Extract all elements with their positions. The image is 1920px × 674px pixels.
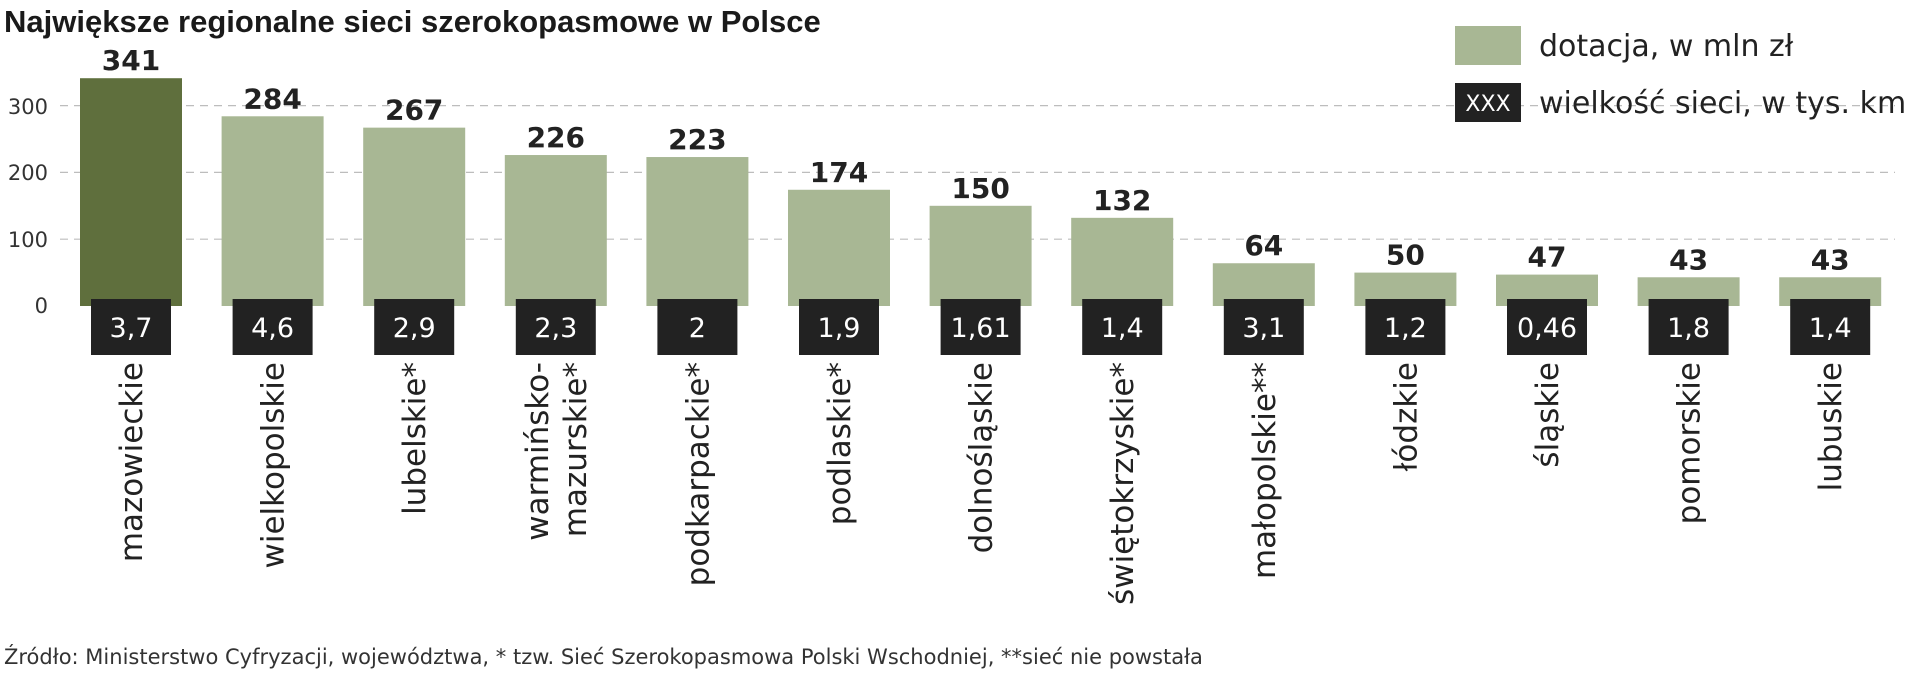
category-label-line: mazurskie*: [558, 362, 594, 537]
bar-value-label: 132: [1093, 184, 1151, 217]
network-length-label: 1,2: [1384, 313, 1427, 344]
network-length-box: [1507, 299, 1587, 355]
network-length-box: [1082, 299, 1163, 355]
category-label-line: dolnośląskie: [964, 362, 1000, 553]
chart-title: Największe regionalne sieci szerokopasmo…: [4, 4, 821, 39]
bar-value-label: 43: [1811, 243, 1850, 276]
legend-label-network: wielkość sieci, w tys. km: [1539, 86, 1906, 121]
network-length-box: [1365, 299, 1446, 355]
category-label: lubuskie: [1813, 362, 1849, 491]
network-length-label: 2,9: [393, 313, 436, 344]
category-label-line: warmińsko-: [520, 362, 556, 541]
network-length-label: 1,4: [1101, 313, 1144, 344]
bar-value-label: 174: [810, 156, 868, 189]
network-length-label: 1,61: [951, 313, 1011, 344]
network-length-labels: 3,7 4,6 2,9 2,3 2 1,9 1,61 1,4 3,1 1,2 0,46 1,8 1,4: [91, 299, 1871, 355]
bar: [363, 127, 466, 306]
bar-value-label: 284: [243, 82, 301, 115]
y-axis: 0 100 200 300: [8, 95, 48, 318]
bar: [1212, 263, 1315, 306]
bar: [788, 189, 890, 306]
bar-value-label: 341: [102, 44, 160, 77]
network-length-box: [1790, 299, 1871, 355]
legend-swatch-subsidy: [1455, 26, 1521, 65]
network-length-label: 1,8: [1667, 313, 1710, 344]
network-length-label: 1,9: [818, 313, 861, 344]
network-length-box: [232, 299, 313, 355]
category-label: małopolskie**: [1247, 362, 1283, 579]
network-length-box: [799, 299, 879, 355]
category-label: warmińsko-mazurskie*: [520, 362, 594, 541]
bar-value-label: 47: [1528, 241, 1567, 274]
category-label: łódzkie: [1388, 362, 1424, 471]
category-label-line: wielkopolskie: [256, 362, 292, 569]
bar-value-label: 43: [1669, 243, 1708, 276]
category-labels: mazowieckie wielkopolskie lubelskie* warmiń…: [114, 362, 1849, 605]
legend-label-subsidy: dotacja, w mln zł: [1539, 29, 1794, 64]
category-label: świętokrzyskie*: [1105, 362, 1141, 605]
network-length-box: [940, 299, 1021, 355]
bar: [80, 78, 182, 306]
bar: [1071, 217, 1174, 306]
category-label: mazowieckie: [114, 362, 150, 562]
category-label-line: podkarpackie*: [680, 362, 716, 586]
y-tick-label-0: 0: [35, 294, 48, 318]
network-length-label: 2: [689, 313, 706, 344]
network-length-label: 2,3: [534, 313, 577, 344]
category-label-line: śląskie: [1530, 362, 1566, 468]
bar-value-label: 226: [527, 121, 585, 154]
network-length-box: [1648, 299, 1729, 355]
category-label: podlaskie*: [822, 362, 858, 525]
category-label: lubelskie*: [397, 362, 433, 515]
network-length-box: [374, 299, 455, 355]
bar: [929, 205, 1032, 306]
legend-swatch-network: [1455, 83, 1521, 122]
bars: [80, 78, 1882, 307]
y-tick-label-100: 100: [8, 228, 48, 252]
bar-value-label: 267: [385, 94, 443, 127]
network-length-label: 4,6: [251, 313, 294, 344]
category-label-line: łódzkie: [1388, 362, 1424, 471]
bar: [221, 116, 324, 307]
network-length-box: [91, 299, 171, 355]
network-length-label: 3,1: [1242, 313, 1285, 344]
category-label-line: świętokrzyskie*: [1105, 362, 1141, 605]
category-label-line: lubelskie*: [397, 362, 433, 515]
source-note: Źródło: Ministerstwo Cyfryzacji, wojewód…: [4, 644, 1203, 669]
network-length-box: [515, 299, 596, 355]
category-label: wielkopolskie: [256, 362, 292, 569]
legend-swatch-network-text: XXX: [1465, 92, 1510, 117]
category-label: podkarpackie*: [680, 362, 716, 586]
category-label-line: mazowieckie: [114, 362, 150, 562]
network-length-box: [1223, 299, 1304, 355]
legend: dotacja, w mln zł XXX wielkość sieci, w …: [1455, 26, 1906, 122]
bar: [646, 157, 749, 306]
bar: [504, 155, 607, 306]
category-label: dolnośląskie: [964, 362, 1000, 553]
y-tick-label-300: 300: [8, 95, 48, 119]
network-length-label: 1,4: [1809, 313, 1852, 344]
network-length-label: 3,7: [110, 313, 153, 344]
bar-value-label: 64: [1244, 229, 1283, 262]
category-label-line: podlaskie*: [822, 362, 858, 525]
category-label: śląskie: [1530, 362, 1566, 468]
network-length-box: [657, 299, 738, 355]
bar-value-label: 50: [1386, 239, 1425, 272]
network-length-label: 0,46: [1517, 313, 1577, 344]
category-label-line: pomorskie: [1672, 362, 1708, 524]
bar-value-label: 223: [668, 123, 726, 156]
y-tick-label-200: 200: [8, 161, 48, 185]
category-label-line: małopolskie**: [1247, 362, 1283, 579]
value-labels: 341 284 267 226 223 174 150 132 64 50 47 43 43: [102, 44, 1850, 276]
bar-value-label: 150: [951, 172, 1009, 205]
category-label: pomorskie: [1672, 362, 1708, 524]
category-label-line: lubuskie: [1813, 362, 1849, 491]
